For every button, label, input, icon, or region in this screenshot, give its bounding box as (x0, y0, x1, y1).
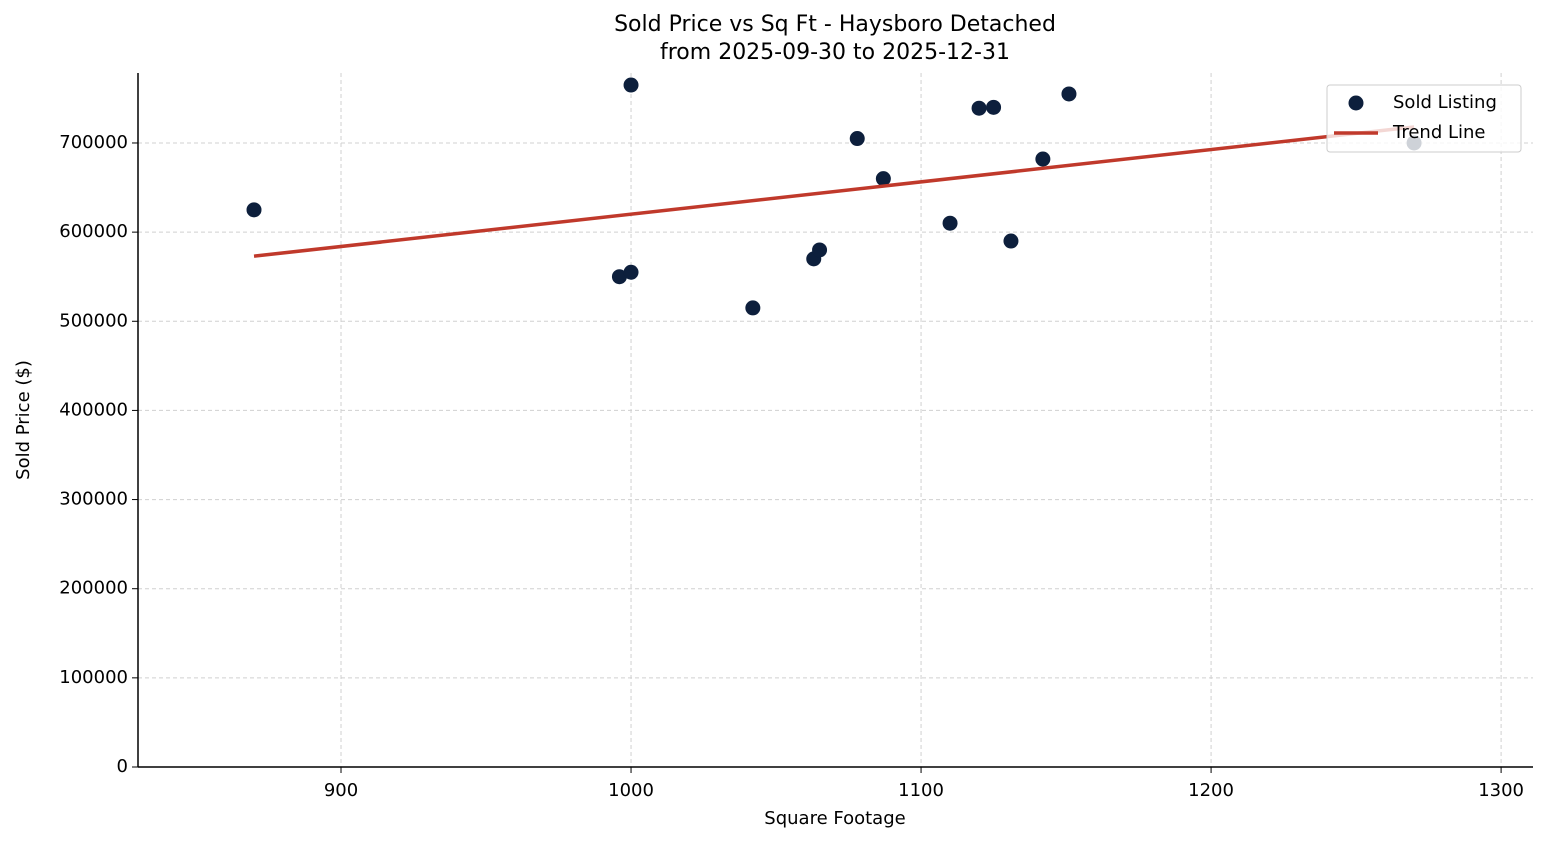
data-point (623, 264, 639, 280)
y-tick-label: 100000 (59, 667, 128, 688)
data-point (971, 100, 987, 116)
x-axis-label: Square Footage (764, 808, 905, 829)
x-tick-label: 900 (324, 780, 358, 801)
trend-line (253, 125, 1415, 258)
legend-label: Trend Line (1392, 122, 1486, 143)
data-point (986, 99, 1002, 115)
data-point (611, 269, 627, 285)
x-tick-label: 1200 (1188, 780, 1234, 801)
data-point (875, 171, 891, 187)
x-tick-label: 1300 (1478, 780, 1524, 801)
y-tick-label: 400000 (59, 399, 128, 420)
y-axis-label: Sold Price ($) (13, 360, 34, 480)
y-tick-label: 300000 (59, 489, 128, 510)
data-point (246, 202, 262, 218)
data-point (745, 300, 761, 316)
data-point (1035, 151, 1051, 167)
x-tick-label: 1000 (608, 780, 654, 801)
x-tick-label: 1100 (898, 780, 944, 801)
legend-box (1326, 84, 1522, 153)
legend-marker (1348, 95, 1364, 111)
y-tick-label: 600000 (59, 221, 128, 242)
y-tick-label: 200000 (59, 578, 128, 599)
data-point (1003, 233, 1019, 249)
data-point (849, 131, 865, 147)
data-point (812, 242, 828, 258)
chart-title: Sold Price vs Sq Ft - Haysboro Detached (614, 12, 1056, 37)
y-tick-label: 0 (117, 756, 128, 777)
data-point (1061, 86, 1077, 102)
legend-label: Sold Listing (1393, 92, 1497, 113)
y-tick-label: 500000 (59, 310, 128, 331)
y-tick-label: 700000 (59, 132, 128, 153)
data-point (942, 215, 958, 231)
data-point (623, 77, 639, 93)
chart-subtitle: from 2025-09-30 to 2025-12-31 (660, 40, 1010, 65)
